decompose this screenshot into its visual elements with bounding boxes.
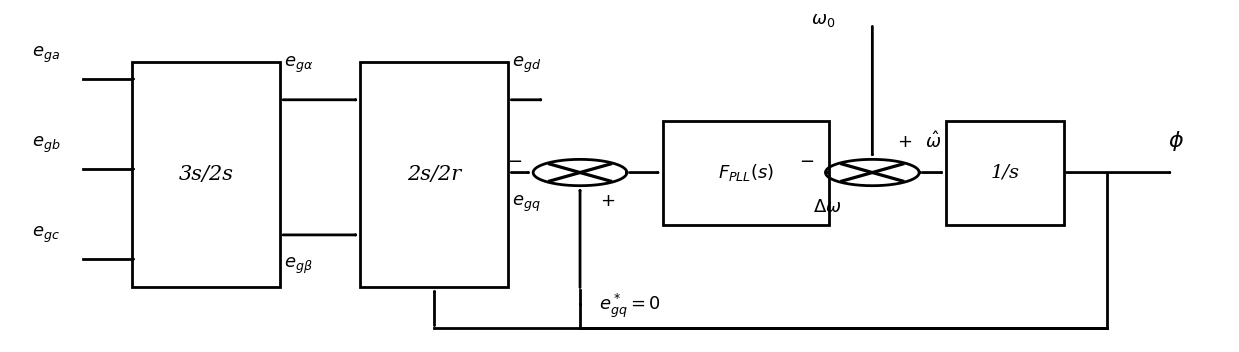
FancyBboxPatch shape xyxy=(947,121,1063,225)
Text: $-$: $-$ xyxy=(507,151,522,169)
FancyBboxPatch shape xyxy=(361,62,508,287)
Text: $e^*_{gq}=0$: $e^*_{gq}=0$ xyxy=(598,292,660,320)
Text: $\Delta\omega$: $\Delta\omega$ xyxy=(813,198,841,216)
Text: $e_{gq}$: $e_{gq}$ xyxy=(512,194,540,214)
Text: $e_{gc}$: $e_{gc}$ xyxy=(32,225,59,245)
Text: $e_{g\beta}$: $e_{g\beta}$ xyxy=(284,256,312,276)
Text: $-$: $-$ xyxy=(799,151,814,169)
Text: 1/s: 1/s xyxy=(990,164,1020,182)
Text: $+$: $+$ xyxy=(897,133,912,151)
Text: $e_{ga}$: $e_{ga}$ xyxy=(32,45,59,65)
Text: 2s/2r: 2s/2r xyxy=(408,165,462,184)
Text: $\hat{\omega}$: $\hat{\omega}$ xyxy=(926,131,942,152)
Text: $e_{gd}$: $e_{gd}$ xyxy=(512,55,541,75)
Text: $\omega_0$: $\omega_0$ xyxy=(812,11,835,29)
FancyBboxPatch shape xyxy=(133,62,280,287)
Text: $F_{PLL}(s)$: $F_{PLL}(s)$ xyxy=(717,162,774,183)
Text: $\phi$: $\phi$ xyxy=(1168,129,1184,153)
Text: 3s/2s: 3s/2s xyxy=(178,165,234,184)
Text: $e_{gb}$: $e_{gb}$ xyxy=(32,135,61,155)
Text: $+$: $+$ xyxy=(600,192,615,210)
Text: $e_{g\alpha}$: $e_{g\alpha}$ xyxy=(284,55,313,75)
FancyBboxPatch shape xyxy=(663,121,829,225)
